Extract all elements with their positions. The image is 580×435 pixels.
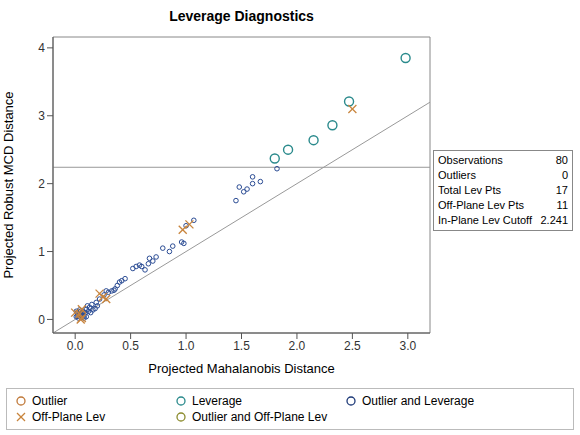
svg-text:2.5: 2.5 xyxy=(344,339,361,353)
html-text:Outlier and Off-Plane Lev: Outlier and Off-Plane Lev xyxy=(192,410,328,424)
svg-text:Projected Mahalanobis Distance: Projected Mahalanobis Distance xyxy=(148,361,334,376)
svg-text:3.0: 3.0 xyxy=(399,339,416,353)
html-text:Off-Plane Lev: Off-Plane Lev xyxy=(32,410,106,424)
html-text:0: 0 xyxy=(561,169,568,181)
html-text:17: 17 xyxy=(555,184,568,196)
html-text:Observations: Observations xyxy=(438,154,503,166)
html-text:Outliers: Outliers xyxy=(438,169,476,181)
svg-text:1: 1 xyxy=(38,245,45,259)
svg-text:0.5: 0.5 xyxy=(122,339,139,353)
svg-text:0.0: 0.0 xyxy=(67,339,84,353)
html-text:2.241: 2.241 xyxy=(540,214,568,226)
svg-text:4: 4 xyxy=(38,41,45,55)
svg-text:2.0: 2.0 xyxy=(289,339,306,353)
svg-text:3: 3 xyxy=(38,109,45,123)
html-text:11: 11 xyxy=(556,199,568,211)
html-text:Outlier: Outlier xyxy=(32,394,68,408)
html-text:Total Lev Pts: Total Lev Pts xyxy=(438,184,501,196)
svg-text:2: 2 xyxy=(38,177,45,191)
html-text:Leverage: Leverage xyxy=(192,394,242,408)
html-text:In-Plane Lev Cutoff: In-Plane Lev Cutoff xyxy=(438,214,532,226)
svg-text:1.0: 1.0 xyxy=(178,339,195,353)
svg-text:Projected Robust MCD Distance: Projected Robust MCD Distance xyxy=(1,91,16,278)
svg-text:0: 0 xyxy=(38,313,45,327)
html-text:Leverage Diagnostics: Leverage Diagnostics xyxy=(169,8,314,24)
html-text:80: 80 xyxy=(555,154,568,166)
html-text:Off-Plane Lev Pts: Off-Plane Lev Pts xyxy=(438,199,524,211)
html-text:Outlier and Leverage: Outlier and Leverage xyxy=(362,394,475,408)
svg-text:1.5: 1.5 xyxy=(233,339,250,353)
